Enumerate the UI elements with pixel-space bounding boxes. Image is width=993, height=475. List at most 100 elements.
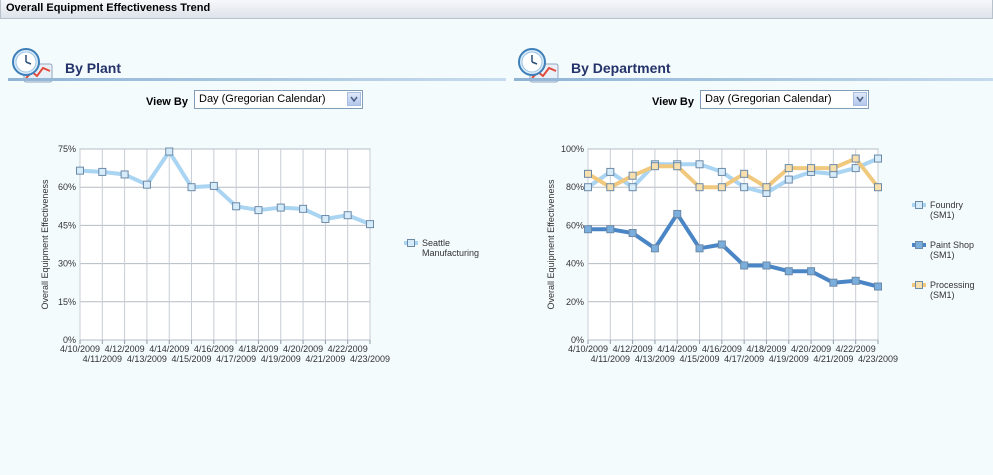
x-tick-label: 4/10/2009: [60, 344, 100, 354]
data-point: [762, 261, 771, 270]
by-department-panel: By Department View By Day (Gregorian Cal…: [514, 40, 993, 432]
x-tick-label: 4/16/2009: [702, 344, 742, 354]
legend-marker: [407, 239, 415, 247]
panel-title: By Department: [571, 60, 671, 76]
x-tick-label: 4/16/2009: [194, 344, 234, 354]
data-point: [784, 175, 793, 184]
chevron-down-icon: [350, 96, 358, 103]
data-point: [232, 202, 241, 211]
data-point: [740, 169, 749, 178]
view-by-value: Day (Gregorian Calendar): [199, 93, 326, 105]
clock-chart-icon: [518, 48, 559, 83]
y-tick-label: 30%: [58, 259, 76, 269]
x-tick-label: 4/13/2009: [127, 354, 167, 364]
view-by-select[interactable]: Day (Gregorian Calendar): [700, 90, 869, 109]
x-tick-label: 4/18/2009: [238, 344, 278, 354]
legend-label: Seattle: [422, 238, 450, 248]
x-tick-label: 4/10/2009: [568, 344, 608, 354]
x-tick-label: 4/17/2009: [216, 354, 256, 364]
window-title: Overall Equipment Effectiveness Trend: [6, 2, 211, 14]
x-tick-label: 4/21/2009: [305, 354, 345, 364]
legend-label: (SM1): [930, 290, 955, 300]
y-tick-label: 45%: [58, 220, 76, 230]
data-point: [874, 183, 882, 192]
panel-divider: [8, 78, 506, 81]
data-point: [98, 167, 107, 176]
data-point: [584, 169, 592, 178]
data-point: [584, 225, 592, 234]
legend-marker: [915, 201, 923, 209]
data-point: [874, 282, 882, 291]
y-tick-label: 20%: [566, 297, 584, 307]
chevron-down-icon: [856, 96, 864, 103]
panel-divider: [514, 78, 993, 81]
legend-label: Paint Shop: [930, 240, 974, 250]
x-tick-label: 4/21/2009: [813, 354, 853, 364]
data-point: [874, 154, 882, 163]
legend-label: (SM1): [930, 210, 955, 220]
x-tick-label: 4/12/2009: [613, 344, 653, 354]
data-point: [717, 183, 726, 192]
clock-chart-icon: [12, 48, 53, 83]
data-point: [807, 267, 816, 276]
data-point: [606, 225, 615, 234]
y-tick-label: 0%: [63, 335, 76, 345]
data-point: [807, 164, 816, 173]
view-by-select[interactable]: Day (Gregorian Calendar): [194, 90, 363, 109]
data-point: [628, 183, 637, 192]
data-point: [650, 244, 659, 253]
data-point: [695, 160, 704, 169]
view-by-value: Day (Gregorian Calendar): [705, 93, 832, 105]
x-tick-label: 4/11/2009: [83, 354, 122, 364]
by-plant-chart: 0% 15% 30% 45% 60% 75% 4/10/20094/11/20094/12/…: [40, 144, 479, 364]
view-by-dropdown-button[interactable]: [347, 92, 361, 106]
y-tick-label: 60%: [58, 182, 76, 192]
data-point: [366, 220, 374, 229]
legend-marker: [915, 281, 923, 289]
view-by-label: View By: [146, 96, 188, 108]
legend-label: (SM1): [930, 250, 955, 260]
data-point: [851, 164, 860, 173]
data-point: [717, 167, 726, 176]
by-plant-panel: By Plant View By Day (Gregorian Calendar…: [8, 40, 506, 432]
data-point: [628, 171, 637, 180]
data-point: [762, 183, 771, 192]
x-tick-label: 4/22/2009: [328, 344, 368, 354]
data-point: [254, 206, 263, 215]
data-point: [584, 183, 592, 192]
data-point: [76, 166, 84, 175]
y-tick-label: 80%: [566, 182, 584, 192]
data-point: [851, 154, 860, 163]
y-tick-label: 60%: [566, 220, 584, 230]
y-axis-label: Overall Equipment Effectiveness: [40, 179, 50, 309]
data-point: [650, 162, 659, 171]
data-point: [187, 183, 196, 192]
data-point: [784, 164, 793, 173]
data-point: [120, 170, 129, 179]
data-point: [673, 162, 682, 171]
x-tick-label: 4/11/2009: [591, 354, 630, 364]
data-point: [606, 183, 615, 192]
data-point: [276, 203, 285, 212]
x-tick-label: 4/15/2009: [680, 354, 720, 364]
data-point: [695, 183, 704, 192]
data-point: [784, 267, 793, 276]
data-point: [321, 215, 330, 224]
data-point: [606, 167, 615, 176]
x-tick-label: 4/20/2009: [791, 344, 831, 354]
legend-label: Processing: [930, 280, 975, 290]
x-tick-label: 4/17/2009: [724, 354, 764, 364]
y-axis-label: Overall Equipment Effectiveness: [546, 179, 556, 309]
view-by-dropdown-button[interactable]: [853, 92, 867, 106]
data-point: [142, 180, 151, 189]
data-point: [740, 183, 749, 192]
x-tick-label: 4/12/2009: [105, 344, 145, 354]
data-point: [851, 276, 860, 285]
x-tick-label: 4/23/2009: [858, 354, 898, 364]
x-tick-label: 4/13/2009: [635, 354, 675, 364]
data-point: [695, 244, 704, 253]
data-point: [209, 181, 218, 190]
x-tick-label: 4/20/2009: [283, 344, 323, 354]
data-point: [343, 211, 352, 220]
legend-label: Foundry: [930, 200, 964, 210]
